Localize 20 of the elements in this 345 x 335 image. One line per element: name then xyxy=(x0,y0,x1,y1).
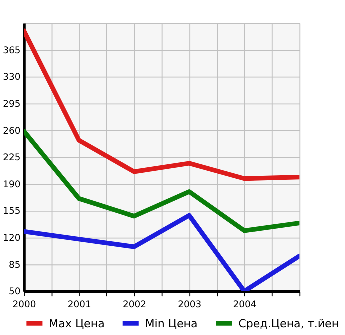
x-tick-label: 2001 xyxy=(68,300,92,311)
legend-label: Min Цена xyxy=(145,317,198,330)
y-tick-label: 120 xyxy=(3,233,21,244)
y-tick-label: 295 xyxy=(3,98,21,110)
line-series xyxy=(24,128,300,234)
line-series xyxy=(24,28,300,182)
y-tick-label: 190 xyxy=(3,179,21,190)
y-tick-label: 225 xyxy=(3,152,21,164)
y-tick-label: 330 xyxy=(3,72,21,84)
x-tick-label: 2004 xyxy=(233,300,257,311)
x-tick-label: 2003 xyxy=(178,300,202,311)
y-tick-label: 260 xyxy=(3,126,21,137)
y-tick-label: 85 xyxy=(9,260,21,271)
y-tick-label: 155 xyxy=(3,206,21,218)
x-tick-label: 2000 xyxy=(12,300,36,311)
y-tick-label: 365 xyxy=(3,45,21,56)
legend-label: Max Цена xyxy=(49,317,105,330)
y-tick-label: 50 xyxy=(9,286,21,298)
x-tick-label: 2002 xyxy=(123,300,147,311)
legend-label: Сред.Цена, т.йен xyxy=(238,317,340,330)
